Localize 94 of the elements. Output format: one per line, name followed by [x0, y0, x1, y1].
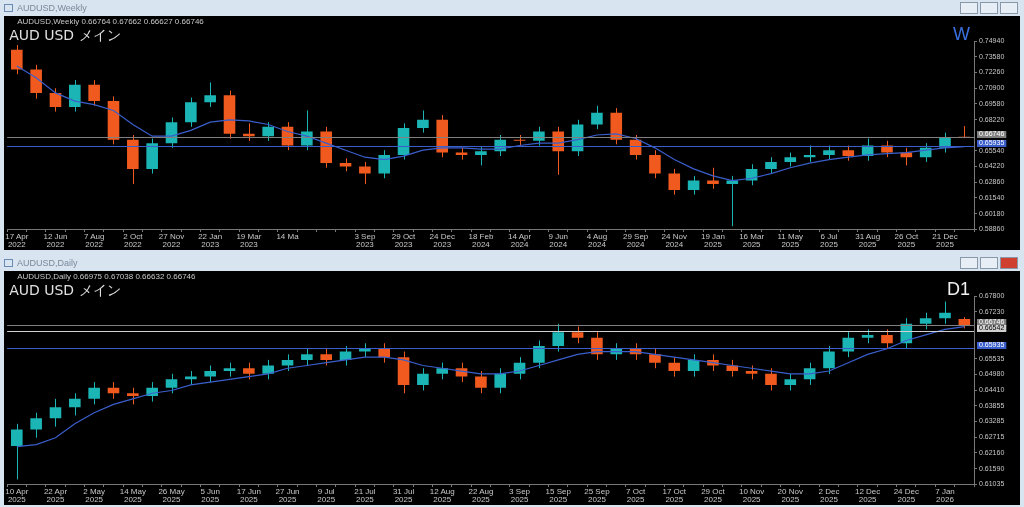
x-tick-label: 22 Apr 2025 — [43, 487, 68, 505]
x-tick-label: 17 Oct 2025 — [662, 487, 687, 505]
x-tick-label: 27 Jun 2025 — [275, 487, 300, 505]
x-tick-label: 17 Jun 2025 — [236, 487, 261, 505]
candlestick — [765, 156, 777, 175]
annotation: AUD USD メイン — [9, 282, 121, 298]
x-tick-label: 3 Sep 2025 — [509, 487, 531, 505]
x-tick-label: 14 May 2025 — [119, 487, 146, 505]
x-tick-label: 29 Oct 2025 — [701, 487, 726, 505]
x-tick-label: 22 Aug 2025 — [468, 487, 494, 505]
candlestick — [552, 323, 565, 353]
candlestick — [668, 356, 681, 378]
candlestick — [533, 339, 545, 369]
x-tick-label: 26 Oct 2025 — [894, 232, 919, 250]
candlestick — [204, 81, 216, 108]
candlestick — [185, 97, 197, 128]
x-tick-label: 2 Dec 2025 — [818, 487, 840, 505]
x-tick-label: 14 Ma — [276, 232, 300, 242]
x-tick-label: 10 Nov 2025 — [738, 487, 765, 505]
candlestick — [649, 149, 661, 179]
candlestick — [11, 423, 23, 480]
candlestick — [69, 392, 81, 416]
x-tick-label: 29 Sep 2024 — [622, 232, 649, 250]
candlestick — [417, 367, 429, 391]
candlestick — [784, 152, 797, 168]
x-tick-label: 21 Dec 2025 — [932, 232, 958, 250]
candlestick — [262, 121, 274, 142]
candlestick — [339, 157, 352, 172]
candlestick — [823, 345, 835, 375]
candlestick — [417, 109, 429, 134]
candlestick — [204, 364, 216, 383]
candlestick — [861, 328, 874, 344]
candlestick — [165, 373, 178, 394]
candlestick — [881, 328, 893, 350]
x-tick-label: 7 Jan 2026 — [935, 487, 955, 505]
x-tick-label: 11 May 2025 — [777, 232, 804, 250]
x-tick-label: 2 Oct 2022 — [123, 232, 144, 250]
candlestick — [745, 364, 758, 380]
x-tick-label: 29 Oct 2023 — [391, 232, 417, 250]
annotation: W — [953, 24, 970, 44]
candlestick — [359, 161, 371, 185]
x-tick-label: 16 Mar 2025 — [739, 232, 765, 250]
candlestick — [784, 373, 797, 391]
x-tick-label: 31 Aug 2025 — [855, 232, 881, 250]
candlestick — [668, 168, 681, 196]
x-tick-label: 4 Aug 2024 — [586, 232, 608, 250]
x-tick-label: 24 Nov 2024 — [661, 232, 687, 250]
x-tick-label: 27 Nov 2022 — [158, 232, 185, 250]
x-tick-label: 10 Apr 2025 — [5, 487, 29, 505]
x-tick-label: 21 Jul 2025 — [354, 487, 376, 505]
x-tick-label: 20 Nov 2025 — [777, 487, 803, 505]
candlestick — [475, 370, 487, 394]
x-tick-label: 12 Jun 2022 — [43, 232, 68, 250]
text: AUDUSD,Daily 0.66975 0.67038 0.66632 0.66746 — [17, 272, 197, 281]
candlestick — [127, 134, 139, 185]
annotation: AUD USD メイン — [9, 27, 121, 43]
candlestick — [765, 367, 777, 391]
candlestick — [30, 412, 42, 439]
x-tick-label: 9 Jul 2025 — [317, 487, 336, 505]
candlestick — [301, 348, 313, 366]
x-tick-label: 26 May 2025 — [158, 487, 185, 505]
candlestick — [88, 381, 100, 405]
x-tick-label: 7 Aug 2022 — [83, 232, 105, 250]
candlestick — [533, 126, 545, 147]
candlestick — [262, 359, 274, 380]
x-tick-label: 6 Jul 2025 — [820, 232, 839, 250]
candlestick — [146, 138, 158, 175]
candlestick — [88, 79, 100, 107]
x-tick-label: 19 Mar 2023 — [236, 232, 262, 250]
x-tick-label: 12 Dec 2025 — [854, 487, 881, 505]
x-tick-label: 15 Sep 2025 — [545, 487, 572, 505]
chart-title: AUDUSD,Weekly — [17, 3, 87, 13]
x-tick-label: 5 Jun 2025 — [200, 487, 220, 505]
x-tick-label: 17 Apr 2022 — [5, 232, 29, 250]
x-tick-label: 19 Jan 2025 — [700, 232, 725, 250]
x-tick-label: 2 May 2025 — [83, 487, 106, 505]
candlestick — [11, 44, 23, 75]
x-tick-label: 25 Sep 2025 — [584, 487, 611, 505]
annotation: D1 — [946, 279, 970, 299]
x-tick-label: 31 Jul 2025 — [392, 487, 415, 505]
candlestick — [223, 362, 236, 378]
x-tick-label: 14 Apr 2024 — [508, 232, 532, 250]
x-tick-label: 18 Feb 2024 — [468, 232, 494, 250]
x-tick-label: 12 Aug 2025 — [429, 487, 455, 505]
chart-title: AUDUSD,Daily — [17, 258, 78, 268]
x-tick-label: 3 Sep 2023 — [354, 232, 376, 250]
x-tick-label: 9 Jun 2024 — [548, 232, 569, 250]
x-tick-label: 24 Dec 2025 — [893, 487, 919, 505]
x-tick-label: 24 Dec 2023 — [429, 232, 455, 250]
candlestick — [475, 146, 487, 166]
candlestick — [494, 367, 507, 394]
x-tick-label: 22 Jan 2023 — [198, 232, 223, 250]
x-tick-label: 7 Oct 2025 — [626, 487, 646, 505]
text: AUDUSD,Weekly 0.66764 0.67662 0.66627 0.66746 — [17, 17, 205, 26]
